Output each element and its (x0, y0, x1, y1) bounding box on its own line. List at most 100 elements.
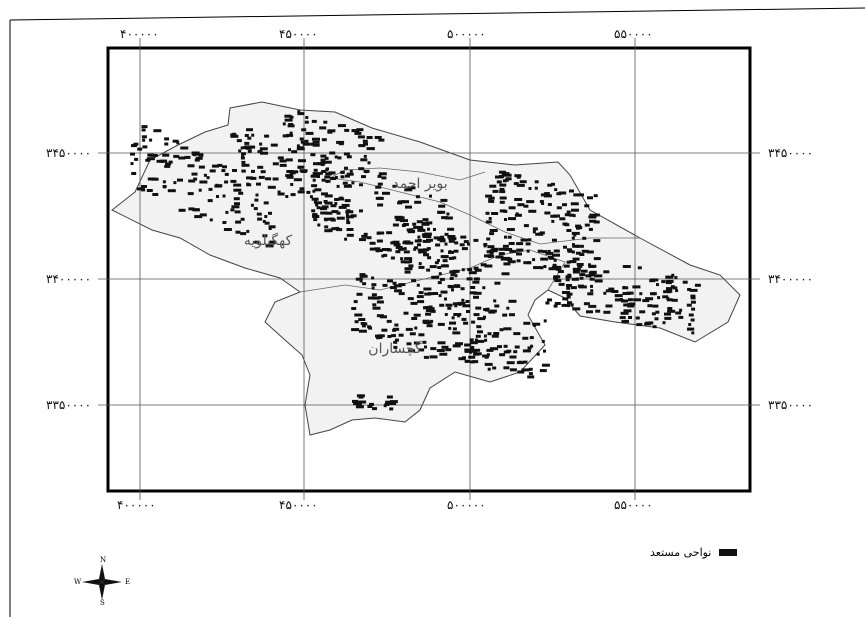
suitable-cell (476, 325, 482, 329)
suitable-cell (633, 298, 642, 302)
suitable-cell (508, 217, 516, 221)
suitable-cell (457, 301, 466, 305)
suitable-cell (545, 251, 554, 255)
suitable-cell (508, 206, 516, 210)
suitable-cell (191, 151, 200, 155)
suitable-cell (422, 234, 431, 238)
suitable-cell (429, 265, 437, 269)
suitable-cell (488, 217, 492, 220)
suitable-cell (423, 306, 428, 310)
suitable-cell (285, 195, 289, 198)
suitable-cell (664, 316, 672, 320)
y-tick-right-3450000: ۳۴۵۰۰۰۰ (768, 146, 814, 160)
suitable-cell (489, 251, 494, 255)
suitable-cell (416, 220, 423, 224)
suitable-cell (572, 244, 580, 248)
suitable-cell (256, 212, 262, 216)
suitable-cell (310, 174, 318, 178)
suitable-cell (547, 183, 553, 187)
suitable-cell (535, 232, 544, 236)
suitable-cell (589, 273, 596, 277)
suitable-cell (624, 319, 629, 323)
suitable-cell (386, 319, 392, 323)
suitable-cell (477, 339, 485, 343)
suitable-cell (552, 263, 557, 267)
suitable-cell (579, 276, 584, 280)
suitable-cell (438, 210, 443, 214)
suitable-cell (238, 191, 244, 195)
suitable-cell (690, 294, 696, 298)
suitable-cell (317, 223, 321, 227)
suitable-cell (401, 200, 409, 204)
suitable-cell (390, 241, 395, 245)
suitable-cell (460, 287, 465, 291)
y-tick-left-3450000: ۳۴۵۰۰۰۰ (46, 146, 92, 160)
suitable-cell (528, 209, 537, 213)
suitable-cell (277, 156, 284, 160)
suitable-cell (338, 197, 345, 201)
suitable-cell (522, 336, 529, 340)
suitable-cell (393, 340, 398, 344)
suitable-cell (558, 191, 566, 195)
suitable-cell (320, 171, 323, 175)
suitable-cell (467, 268, 473, 272)
suitable-cell (516, 259, 521, 263)
suitable-cell (572, 257, 580, 261)
suitable-cell (502, 172, 510, 176)
suitable-cell (367, 161, 371, 165)
suitable-cell (374, 191, 379, 195)
suitable-cell (320, 211, 328, 215)
suitable-cell (593, 194, 598, 198)
suitable-cell (454, 241, 459, 245)
suitable-cell (440, 290, 448, 294)
suitable-cell (404, 188, 413, 192)
suitable-cell (147, 177, 156, 181)
suitable-cell (416, 295, 424, 299)
suitable-cell (246, 183, 252, 187)
suitable-cell (363, 169, 370, 173)
suitable-cell (234, 202, 240, 206)
suitable-cell (516, 175, 521, 179)
suitable-cell (329, 217, 335, 221)
suitable-cell (489, 309, 497, 313)
suitable-cell (356, 128, 364, 132)
suitable-cell (328, 228, 333, 232)
suitable-cell (539, 369, 547, 373)
suitable-cell (131, 144, 137, 148)
suitable-cell (293, 178, 302, 182)
suitable-cell (622, 286, 626, 289)
suitable-cell (566, 295, 571, 299)
suitable-cell (473, 277, 480, 281)
suitable-cell (187, 164, 195, 168)
x-tick-top-400000: ۴۰۰۰۰۰ (120, 27, 159, 41)
suitable-cell (552, 238, 557, 242)
suitable-cell (523, 204, 529, 208)
suitable-cell (340, 175, 345, 179)
suitable-cell (199, 213, 207, 217)
suitable-cell (541, 339, 545, 343)
suitable-cell (635, 316, 640, 320)
suitable-cell (209, 218, 213, 222)
suitable-cell (265, 244, 274, 248)
suitable-cell (499, 183, 507, 187)
suitable-cell (315, 201, 322, 205)
suitable-cell (555, 265, 561, 269)
suitable-cell (361, 324, 366, 328)
suitable-cell (523, 224, 529, 228)
suitable-cell (559, 217, 566, 221)
suitable-cell (484, 264, 493, 268)
suitable-cell (554, 188, 558, 192)
suitable-cell (587, 196, 593, 200)
suitable-cell (491, 212, 499, 215)
suitable-cell (552, 253, 560, 257)
suitable-cell (395, 250, 401, 254)
suitable-cell (298, 159, 306, 163)
suitable-cell (176, 141, 180, 145)
suitable-cell (665, 279, 674, 283)
suitable-cell (461, 247, 468, 251)
suitable-cell (577, 264, 583, 268)
suitable-cell (551, 219, 555, 223)
suitable-cell (376, 300, 384, 304)
suitable-cell (562, 222, 568, 226)
suitable-cell (463, 321, 469, 325)
